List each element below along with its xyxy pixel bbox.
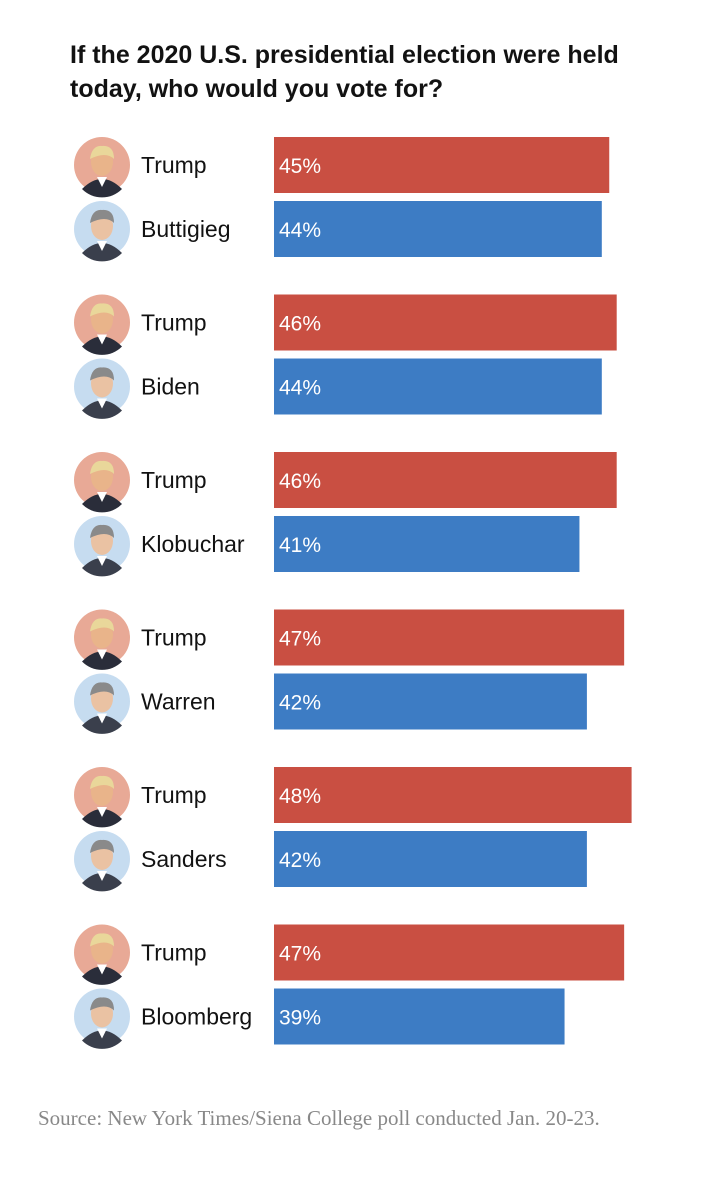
- value-label-trump: 47%: [279, 628, 321, 651]
- avatar-trump: [74, 294, 130, 355]
- avatar-trump: [74, 452, 130, 513]
- avatar-trump: [74, 767, 130, 828]
- source-note: Source: New York Times/Siena College pol…: [38, 1106, 600, 1130]
- bar-buttigieg: [274, 201, 602, 257]
- candidate-name-trump: Trump: [141, 467, 207, 493]
- candidate-name-bloomberg: Bloomberg: [141, 1004, 252, 1030]
- value-label-buttigieg: 44%: [279, 219, 321, 242]
- avatar-sanders: [74, 831, 130, 892]
- bar-bloomberg: [274, 988, 565, 1045]
- candidate-name-trump: Trump: [141, 940, 207, 966]
- chart-title: If the 2020 U.S. presidential election w…: [70, 41, 619, 103]
- avatar-trump: [74, 924, 130, 985]
- value-label-trump: 46%: [279, 313, 321, 336]
- value-label-trump: 47%: [279, 943, 321, 966]
- candidate-name-sanders: Sanders: [141, 846, 227, 872]
- value-label-sanders: 42%: [279, 849, 321, 872]
- avatar-warren: [74, 673, 130, 734]
- bar-trump: [274, 609, 625, 666]
- candidate-name-trump: Trump: [141, 782, 207, 808]
- value-label-biden: 44%: [279, 377, 321, 400]
- bar-trump: [274, 294, 617, 351]
- avatar-buttigieg: [74, 201, 130, 262]
- bar-trump: [274, 767, 632, 823]
- candidate-name-klobuchar: Klobuchar: [141, 531, 245, 557]
- bar-klobuchar: [274, 516, 580, 572]
- bar-trump: [274, 452, 617, 508]
- candidate-name-biden: Biden: [141, 374, 200, 400]
- value-label-trump: 46%: [279, 470, 321, 493]
- value-label-bloomberg: 39%: [279, 1007, 321, 1030]
- avatar-biden: [74, 358, 130, 419]
- candidate-name-trump: Trump: [141, 152, 207, 178]
- value-label-warren: 42%: [279, 692, 321, 715]
- candidate-name-trump: Trump: [141, 625, 207, 651]
- candidate-name-warren: Warren: [141, 689, 216, 715]
- bar-trump: [274, 924, 625, 981]
- avatar-trump: [74, 609, 130, 670]
- avatar-trump: [74, 137, 130, 198]
- bar-sanders: [274, 831, 587, 887]
- candidate-name-buttigieg: Buttigieg: [141, 216, 231, 242]
- avatar-klobuchar: [74, 516, 130, 577]
- candidate-name-trump: Trump: [141, 310, 207, 336]
- value-label-trump: 45%: [279, 155, 321, 178]
- bar-biden: [274, 358, 602, 415]
- value-label-klobuchar: 41%: [279, 534, 321, 557]
- bar-warren: [274, 673, 587, 730]
- value-label-trump: 48%: [279, 785, 321, 808]
- bar-trump: [274, 137, 610, 193]
- avatar-bloomberg: [74, 988, 130, 1049]
